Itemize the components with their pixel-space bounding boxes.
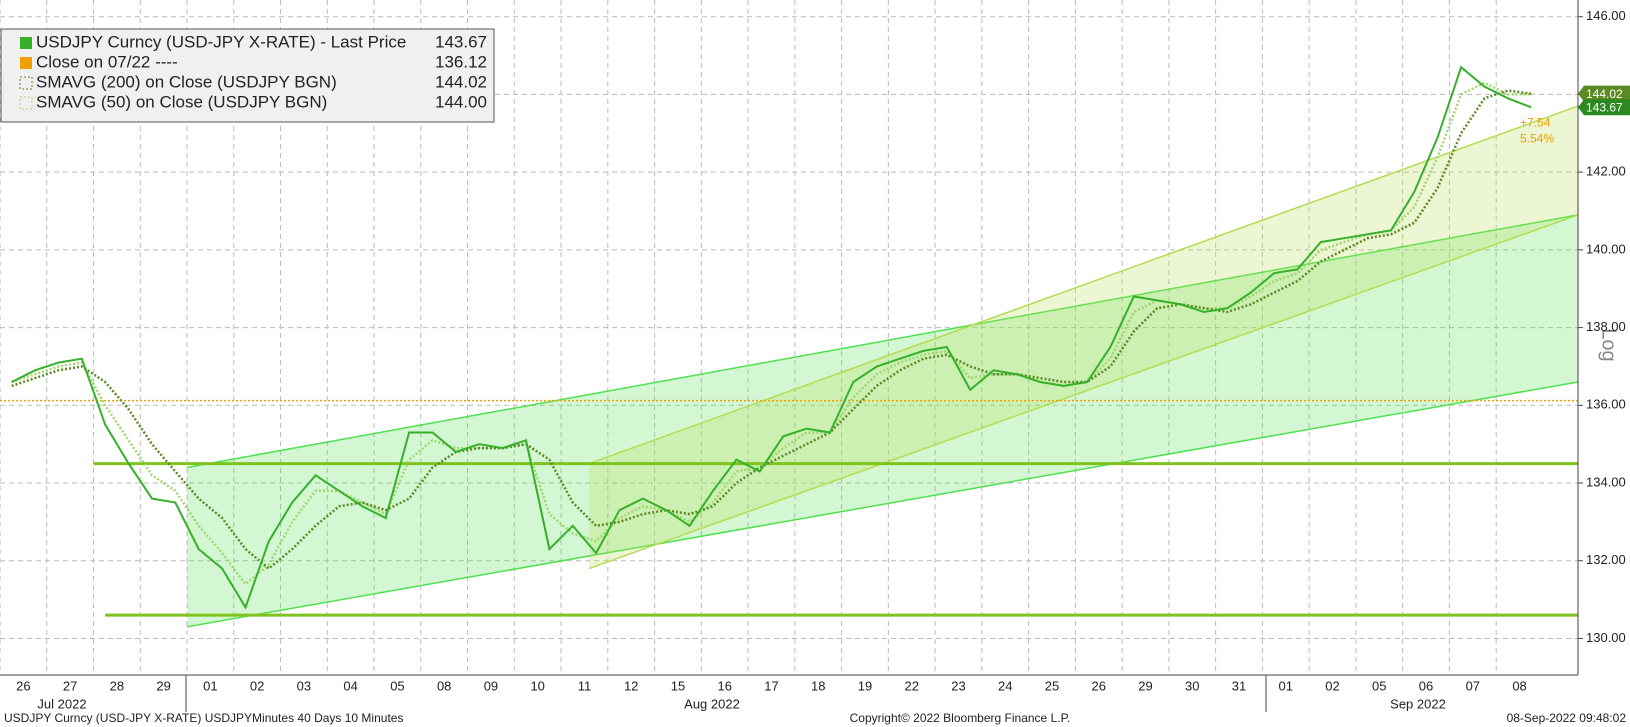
legend-swatch — [19, 76, 33, 90]
x-tick-label: 02 — [1325, 678, 1339, 693]
legend-swatch — [20, 57, 32, 69]
x-tick-label: 08 — [1512, 678, 1526, 693]
footer-left: USDJPY Curncy (USD-JPY X-RATE) USDJPYMin… — [4, 711, 403, 725]
month-label: Sep 2022 — [1390, 696, 1446, 711]
channel-lower — [588, 214, 1579, 570]
scale-label[interactable]: Log — [1598, 328, 1620, 361]
month-label: Aug 2022 — [684, 696, 740, 711]
change-pct-label: 5.54% — [1520, 131, 1554, 145]
price-tag-label: 143.67 — [1586, 100, 1623, 114]
x-tick-label: 08 — [437, 678, 451, 693]
y-tick-label: 142.00 — [1586, 164, 1626, 179]
x-tick-label: 03 — [297, 678, 311, 693]
x-tick-label: 17 — [764, 678, 778, 693]
x-tick-label: 29 — [1138, 678, 1152, 693]
x-tick-label: 26 — [1092, 678, 1106, 693]
x-tick-label: 27 — [63, 678, 77, 693]
legend-value: 136.12 — [435, 52, 487, 71]
price-tag-label: 144.02 — [1586, 87, 1623, 101]
x-tick-label: 06 — [1419, 678, 1433, 693]
x-tick-label: 25 — [1045, 678, 1059, 693]
x-tick-label: 26 — [16, 678, 30, 693]
x-tick-label: 10 — [530, 678, 544, 693]
x-tick-label: 05 — [390, 678, 404, 693]
x-tick-label: 23 — [951, 678, 965, 693]
legend-value: 144.00 — [435, 92, 487, 111]
x-tick-label: 02 — [250, 678, 264, 693]
series-line — [11, 89, 1532, 571]
series-line — [11, 81, 1532, 586]
x-tick-label: 29 — [156, 678, 170, 693]
x-tick-label: 01 — [1279, 678, 1293, 693]
legend-label: USDJPY Curncy (USD-JPY X-RATE) - Last Pr… — [36, 32, 406, 51]
legend-swatch — [20, 37, 32, 49]
channel-fill — [589, 106, 1578, 569]
x-tick-label: 11 — [578, 678, 592, 693]
y-tick-label: 132.00 — [1586, 552, 1626, 567]
series-line — [11, 65, 1532, 610]
footer-right: 08-Sep-2022 09:48:02 — [1507, 711, 1627, 725]
month-label: Jul 2022 — [37, 696, 86, 711]
legend: USDJPY Curncy (USD-JPY X-RATE) - Last Pr… — [0, 28, 495, 123]
x-tick-label: 05 — [1372, 678, 1386, 693]
legend-label: SMAVG (200) on Close (USDJPY BGN) — [36, 72, 337, 91]
legend-box — [0, 28, 495, 123]
x-tick-label: 24 — [998, 678, 1012, 693]
x-tick-label: 22 — [904, 678, 918, 693]
y-tick-label: 136.00 — [1586, 397, 1626, 412]
channel-upper — [186, 214, 1579, 469]
channel-fill — [187, 214, 1578, 627]
channel-lower — [186, 381, 1579, 628]
x-tick-label: 30 — [1185, 678, 1199, 693]
x-tick-label: 09 — [484, 678, 498, 693]
y-tick-label: 146.00 — [1586, 8, 1626, 23]
footer-center: Copyright© 2022 Bloomberg Finance L.P. — [850, 711, 1071, 725]
x-tick-label: 12 — [624, 678, 638, 693]
legend-label: SMAVG (50) on Close (USDJPY BGN) — [36, 92, 327, 111]
y-tick-label: 138.00 — [1586, 319, 1626, 334]
y-tick-label: 134.00 — [1586, 474, 1626, 489]
legend-value: 144.02 — [435, 72, 487, 91]
x-tick-label: 07 — [1466, 678, 1480, 693]
channel-upper — [588, 105, 1579, 465]
x-tick-label: 15 — [671, 678, 685, 693]
legend-label: Close on 07/22 ---- — [36, 52, 178, 71]
price-tag — [1578, 85, 1630, 102]
x-tick-label: 28 — [110, 678, 124, 693]
x-tick-label: 31 — [1232, 678, 1246, 693]
plot-area — [0, 0, 1579, 675]
y-tick-label: 140.00 — [1586, 241, 1626, 256]
y-tick-label: 130.00 — [1586, 630, 1626, 645]
price-tag — [1578, 99, 1630, 116]
x-tick-label: 18 — [811, 678, 825, 693]
legend-swatch — [19, 96, 33, 110]
x-tick-label: 04 — [343, 678, 357, 693]
x-tick-label: 01 — [203, 678, 217, 693]
x-tick-label: 19 — [858, 678, 872, 693]
legend-value: 143.67 — [435, 32, 487, 51]
x-tick-label: 16 — [717, 678, 731, 693]
change-label: +7.54 — [1520, 115, 1551, 129]
